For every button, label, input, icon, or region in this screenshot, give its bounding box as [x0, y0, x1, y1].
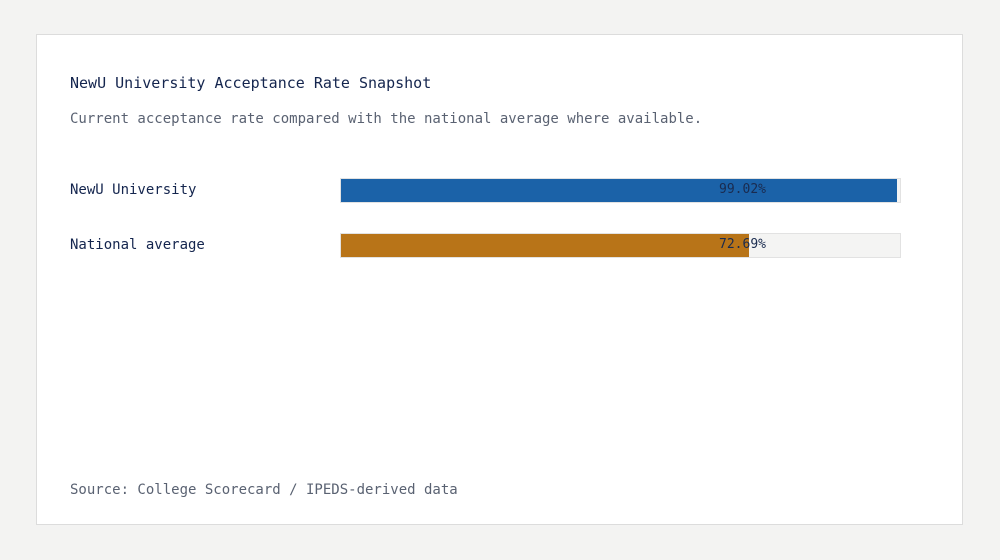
value-label-newu: 99.02% [719, 182, 766, 197]
chart-card: NewU University Acceptance Rate Snapshot… [36, 34, 963, 525]
value-label-national: 72.69% [719, 237, 766, 252]
bar-row-national: National average 72.69% [37, 233, 962, 259]
bar-track-national [340, 233, 901, 258]
bar-row-newu: NewU University 99.02% [37, 178, 962, 204]
bar-newu [341, 179, 897, 202]
chart-title: NewU University Acceptance Rate Snapshot [70, 74, 432, 92]
bar-track-newu [340, 178, 901, 203]
bar-label-newu: NewU University [70, 182, 197, 198]
bar-label-national: National average [70, 237, 205, 253]
source-note: Source: College Scorecard / IPEDS-derive… [70, 482, 458, 498]
bar-national [341, 234, 749, 257]
chart-subtitle: Current acceptance rate compared with th… [70, 111, 703, 127]
